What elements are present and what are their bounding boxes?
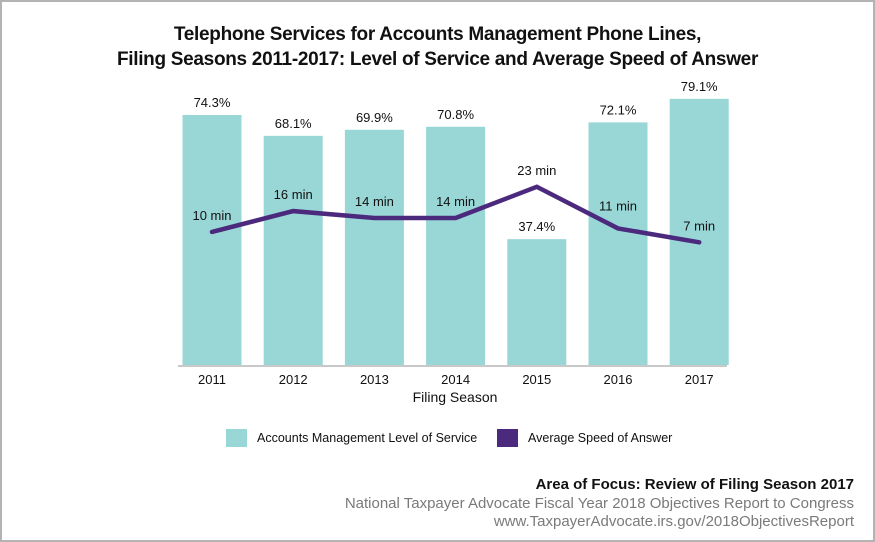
bar-2016 (588, 122, 648, 365)
footer-url[interactable]: www.TaxpayerAdvocate.irs.gov/2018Objecti… (493, 513, 854, 530)
bar-value-label-2012: 68.1% (275, 116, 312, 131)
bar-value-label-2016: 72.1% (600, 102, 637, 117)
x-axis-title: Filing Season (413, 389, 498, 405)
bar-2017 (669, 98, 729, 366)
bar-value-label-2014: 70.8% (437, 107, 474, 122)
x-tick-label-2015: 2015 (522, 372, 551, 387)
x-tick-label-2014: 2014 (441, 372, 470, 387)
bar-value-label-2011: 74.3% (194, 95, 231, 110)
bar-labels-group: 74.3% 68.1% 69.9% 70.8% 37.4% 72.1% 79.1% (194, 79, 719, 234)
x-tick-label-2017: 2017 (685, 372, 714, 387)
x-tick-label-2016: 2016 (604, 372, 633, 387)
bar-2014 (426, 126, 486, 366)
line-value-label-2014: 14 min (436, 194, 475, 209)
chart-title-line-1: Telephone Services for Accounts Manageme… (173, 24, 702, 45)
legend-swatch-speed-of-answer (497, 429, 518, 447)
legend-item-level-of-service: Accounts Management Level of Service (226, 428, 477, 448)
line-value-label-2017: 7 min (683, 218, 715, 233)
line-value-label-2012: 16 min (274, 187, 313, 202)
x-tick-label-2012: 2012 (279, 372, 308, 387)
chart-title-line-2: Filing Seasons 2011-2017: Level of Servi… (116, 49, 759, 70)
legend-swatch-level-of-service (226, 429, 247, 447)
footer-report-name: National Taxpayer Advocate Fiscal Year 2… (344, 495, 854, 512)
x-tick-label-2013: 2013 (360, 372, 389, 387)
line-group (209, 184, 702, 245)
line-value-label-2016: 11 min (599, 198, 637, 213)
legend-label-speed-of-answer: Average Speed of Answer (528, 431, 673, 445)
x-tick-label-2011: 2011 (198, 372, 226, 387)
bar-value-label-2015: 37.4% (518, 219, 555, 234)
bars-group (182, 98, 729, 366)
bar-2013 (344, 129, 404, 365)
bar-value-label-2017: 79.1% (681, 79, 718, 94)
bar-2011 (182, 114, 242, 365)
legend-item-speed-of-answer: Average Speed of Answer (497, 428, 672, 448)
bar-2012 (263, 135, 323, 365)
chart-title: Telephone Services for Accounts Manageme… (0, 22, 875, 72)
line-labels-group: 10 min 16 min 14 min 14 min 23 min 11 min 7 mi… (192, 163, 715, 234)
bar-2015 (507, 239, 567, 365)
footer-area-of-focus: Area of Focus: Review of Filing Season 2… (535, 476, 854, 493)
line-value-label-2013: 14 min (355, 194, 394, 209)
line-value-label-2011: 10 min (192, 208, 231, 223)
line-value-label-2015: 23 min (517, 163, 556, 178)
legend-label-level-of-service: Accounts Management Level of Service (257, 431, 478, 445)
bar-value-label-2013: 69.9% (356, 110, 393, 125)
x-tick-labels-group: 2011 2012 2013 2014 2015 2016 2017 (198, 372, 714, 387)
